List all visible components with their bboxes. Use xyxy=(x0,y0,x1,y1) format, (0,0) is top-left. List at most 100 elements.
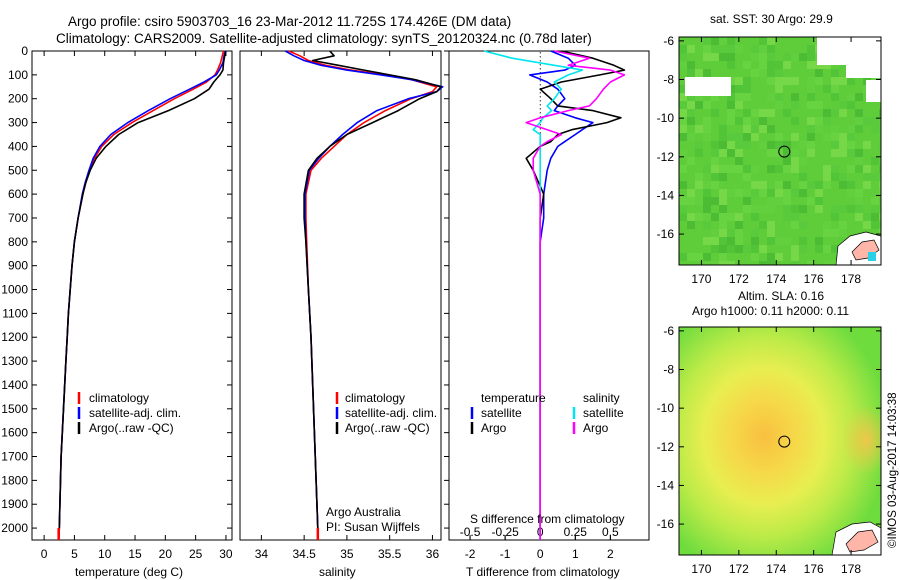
lat-tick-label: -10 xyxy=(657,111,675,125)
map-cell xyxy=(855,149,863,157)
legend-label-s-satellite: satellite xyxy=(583,406,624,420)
lon-tick-label: 172 xyxy=(729,272,749,286)
map-cell xyxy=(863,181,871,189)
map-cell xyxy=(695,181,703,189)
map-cell xyxy=(839,141,847,149)
map-cell xyxy=(727,213,735,221)
map-cell xyxy=(791,165,799,173)
map-cell xyxy=(679,85,687,93)
map-cell xyxy=(815,237,823,245)
sst-land xyxy=(835,231,881,265)
map-cell xyxy=(823,245,831,253)
map-cell xyxy=(807,53,815,61)
depth-tick-label: 400 xyxy=(8,139,28,153)
map-cell xyxy=(823,221,831,229)
map-cell xyxy=(703,197,711,205)
float-position-marker xyxy=(778,435,791,448)
map-cell xyxy=(679,213,687,221)
map-cell xyxy=(791,261,799,265)
map-cell xyxy=(767,45,775,53)
depth-tick-label: 600 xyxy=(8,187,28,201)
map-cell xyxy=(703,221,711,229)
depth-tick-label: 0 xyxy=(21,44,28,58)
s-difference-tick-label: -0.25 xyxy=(491,525,519,539)
map-cell xyxy=(791,117,799,125)
map-cell xyxy=(775,133,783,141)
salinity-x-tick-label: 35.5 xyxy=(378,547,402,561)
map-cell xyxy=(759,53,767,61)
map-cell xyxy=(719,165,727,173)
map-cell xyxy=(775,69,783,77)
legend-label-s-argo: Argo xyxy=(583,421,609,435)
map-cell xyxy=(807,117,815,125)
map-cell xyxy=(743,133,751,141)
map-cell xyxy=(863,117,871,125)
map-cell xyxy=(863,173,871,181)
map-cell xyxy=(695,213,703,221)
map-cell xyxy=(767,237,775,245)
map-cell xyxy=(687,117,695,125)
map-cell xyxy=(831,149,839,157)
map-cell xyxy=(727,53,735,61)
sla-lat-ticks: -6 -8 -10 -12 -14 -16 xyxy=(657,324,881,531)
legend-label-satellite: satellite-adj. clim. xyxy=(89,406,181,420)
lat-tick-label: -12 xyxy=(657,150,675,164)
map-cell xyxy=(743,245,751,253)
map-cell xyxy=(807,85,815,93)
map-cell xyxy=(775,181,783,189)
map-cell xyxy=(687,157,695,165)
map-cell xyxy=(695,173,703,181)
map-cell xyxy=(719,37,727,45)
org-credit: Argo Australia xyxy=(326,505,401,519)
map-cell xyxy=(791,213,799,221)
map-cell xyxy=(735,165,743,173)
temperature-x-tick-label: 15 xyxy=(128,547,142,561)
map-cell xyxy=(879,109,881,117)
lat-tick-label: -6 xyxy=(663,34,674,48)
map-cell xyxy=(799,53,807,61)
map-cell xyxy=(807,77,815,85)
map-cell xyxy=(855,197,863,205)
map-cell xyxy=(743,109,751,117)
temperature-series xyxy=(57,50,227,541)
map-cell xyxy=(719,149,727,157)
legend-label-satellite: satellite-adj. clim. xyxy=(345,406,437,420)
map-cell xyxy=(783,53,791,61)
map-cell xyxy=(711,109,719,117)
map-cell xyxy=(711,165,719,173)
map-cell xyxy=(751,45,759,53)
map-cell xyxy=(839,109,847,117)
map-cell xyxy=(879,229,881,237)
map-cell xyxy=(815,245,823,253)
depth-tick-label: 200 xyxy=(8,92,28,106)
sst-land-patch xyxy=(851,239,880,261)
map-cell xyxy=(767,189,775,197)
map-cell xyxy=(767,109,775,117)
header-line-2: Climatology: CARS2009. Satellite-adjuste… xyxy=(56,31,592,46)
map-cell xyxy=(783,77,791,85)
map-cell xyxy=(871,197,879,205)
sla-land-patch xyxy=(845,529,879,553)
map-cell xyxy=(839,149,847,157)
map-cell xyxy=(791,205,799,213)
map-cell xyxy=(687,197,695,205)
legend-title-temperature: temperature xyxy=(481,391,546,405)
map-cell xyxy=(807,141,815,149)
depth-tick-label: 1500 xyxy=(1,402,28,416)
map-cell xyxy=(719,173,727,181)
map-cell xyxy=(687,109,695,117)
map-cell xyxy=(775,197,783,205)
difference-legend: temperature satellite Argo salinity sate… xyxy=(470,391,624,435)
map-cell xyxy=(791,189,799,197)
map-cell xyxy=(711,141,719,149)
map-cell xyxy=(767,165,775,173)
map-cell xyxy=(759,45,767,53)
map-cell xyxy=(679,101,687,109)
map-cell xyxy=(751,245,759,253)
map-cell xyxy=(799,221,807,229)
map-cell xyxy=(807,197,815,205)
map-cell xyxy=(767,125,775,133)
salinity-axes-box xyxy=(239,50,442,541)
salinity-x-label: salinity xyxy=(319,565,356,579)
map-cell xyxy=(871,173,879,181)
